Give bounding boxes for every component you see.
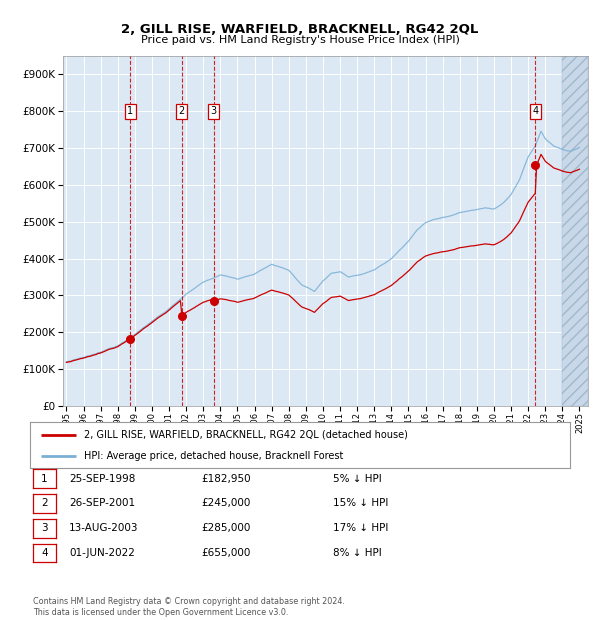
Text: 2, GILL RISE, WARFIELD, BRACKNELL, RG42 2QL: 2, GILL RISE, WARFIELD, BRACKNELL, RG42 … (121, 23, 479, 36)
Text: 2: 2 (41, 498, 48, 508)
Text: HPI: Average price, detached house, Bracknell Forest: HPI: Average price, detached house, Brac… (84, 451, 343, 461)
Text: 4: 4 (532, 106, 538, 116)
Text: £285,000: £285,000 (201, 523, 250, 533)
Text: 5% ↓ HPI: 5% ↓ HPI (333, 474, 382, 484)
Text: 25-SEP-1998: 25-SEP-1998 (69, 474, 136, 484)
Text: £245,000: £245,000 (201, 498, 250, 508)
Text: 4: 4 (41, 548, 48, 558)
Text: 13-AUG-2003: 13-AUG-2003 (69, 523, 139, 533)
Text: 3: 3 (41, 523, 48, 533)
Text: Contains HM Land Registry data © Crown copyright and database right 2024.
This d: Contains HM Land Registry data © Crown c… (33, 598, 345, 617)
Text: Price paid vs. HM Land Registry's House Price Index (HPI): Price paid vs. HM Land Registry's House … (140, 35, 460, 45)
Text: 1: 1 (41, 474, 48, 484)
Text: 17% ↓ HPI: 17% ↓ HPI (333, 523, 388, 533)
Text: 01-JUN-2022: 01-JUN-2022 (69, 548, 135, 558)
Text: 2, GILL RISE, WARFIELD, BRACKNELL, RG42 2QL (detached house): 2, GILL RISE, WARFIELD, BRACKNELL, RG42 … (84, 430, 408, 440)
Text: 15% ↓ HPI: 15% ↓ HPI (333, 498, 388, 508)
Text: 2: 2 (178, 106, 185, 116)
Text: 3: 3 (211, 106, 217, 116)
Text: £182,950: £182,950 (201, 474, 251, 484)
Bar (562, 56, 588, 406)
Text: £655,000: £655,000 (201, 548, 250, 558)
Text: 26-SEP-2001: 26-SEP-2001 (69, 498, 135, 508)
Text: 1: 1 (127, 106, 133, 116)
Text: 8% ↓ HPI: 8% ↓ HPI (333, 548, 382, 558)
